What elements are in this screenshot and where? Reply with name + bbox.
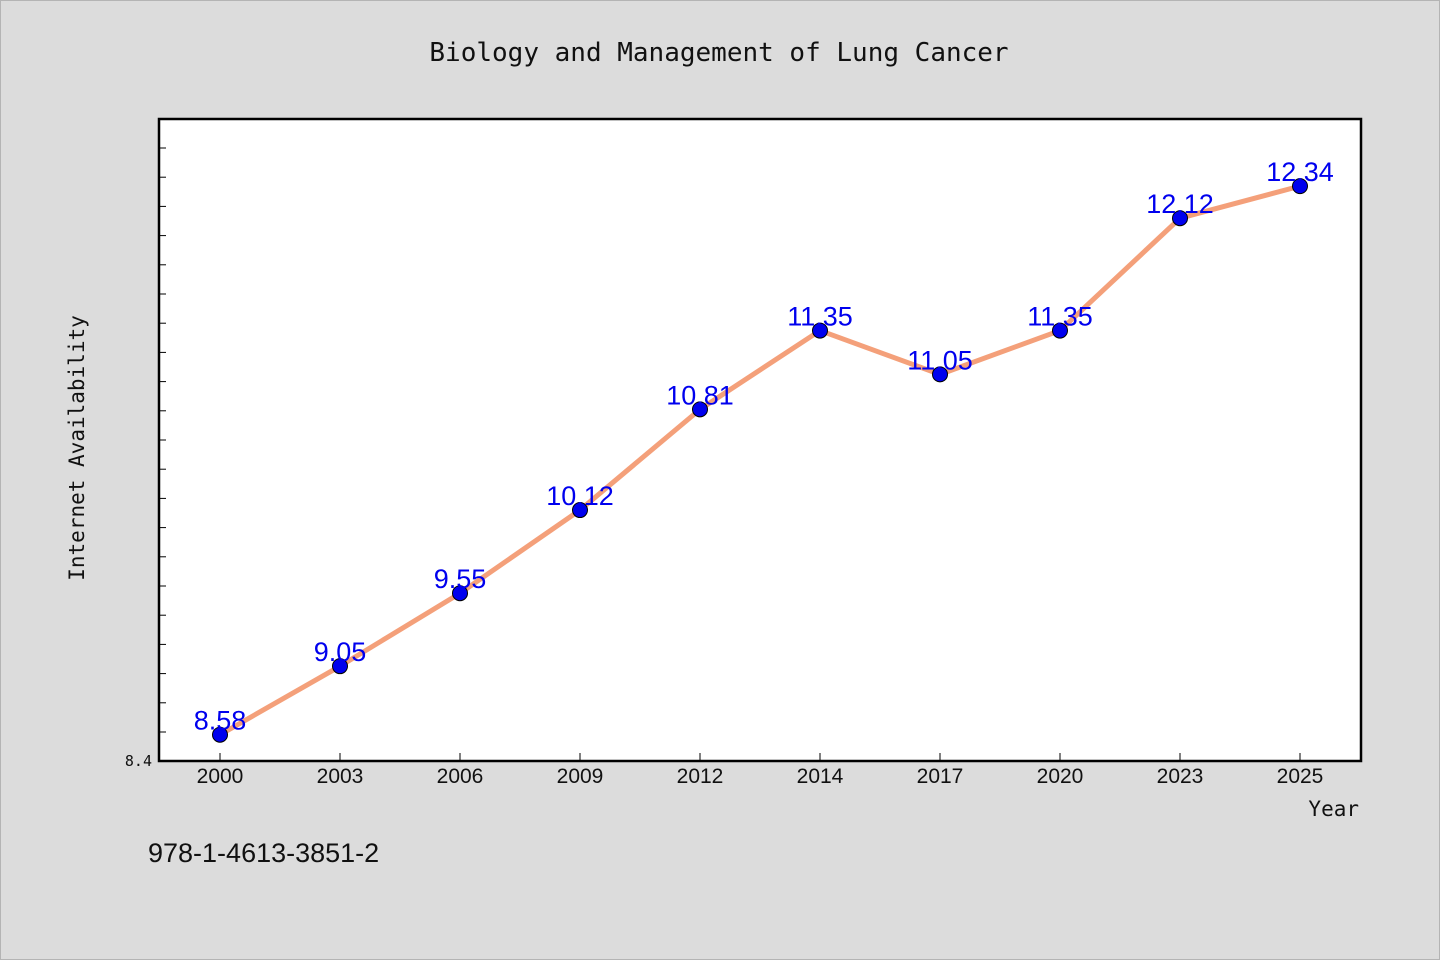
isbn-footer: 978-1-4613-3851-2 <box>148 838 379 868</box>
y-axis-label: Internet Availability <box>65 315 89 581</box>
x-tick-label-2006: 2006 <box>437 765 484 788</box>
data-point-2014[interactable] <box>812 322 828 339</box>
series-line <box>217 183 1303 738</box>
x-tick-label-2020: 2020 <box>1037 765 1084 788</box>
x-tick-label-2023: 2023 <box>1157 765 1204 788</box>
x-tick-label-2000: 2000 <box>197 765 244 788</box>
data-label-2025: 12.34 <box>1266 157 1334 187</box>
data-point-2012[interactable] <box>692 401 708 418</box>
series-group: 8.58 9.05 9.55 10.12 10.81 11.35 11.05 11.35 12.… <box>194 157 1334 743</box>
x-axis-label: Year <box>1308 797 1359 821</box>
x-tick-label-2017: 2017 <box>917 765 964 788</box>
y-tick-label: 8.4 <box>125 752 152 770</box>
data-label-2014: 11.35 <box>787 302 853 332</box>
data-point-2023[interactable] <box>1172 210 1188 227</box>
data-point-2000[interactable] <box>212 726 228 743</box>
data-label-2006: 9.55 <box>434 564 487 594</box>
data-label-2020: 11.35 <box>1027 302 1093 332</box>
data-label-2012: 10.81 <box>666 380 734 410</box>
data-point-2020[interactable] <box>1052 322 1068 339</box>
x-tick-label-2003: 2003 <box>317 765 364 788</box>
data-label-2017: 11.05 <box>907 345 973 375</box>
data-label-2023: 12.12 <box>1146 189 1214 219</box>
x-tick-label-2014: 2014 <box>797 765 844 788</box>
x-tick-label-2009: 2009 <box>557 765 604 788</box>
data-point-2017[interactable] <box>932 366 948 383</box>
data-point-2009[interactable] <box>572 502 588 519</box>
data-point-2025[interactable] <box>1292 178 1308 195</box>
data-point-2006[interactable] <box>452 585 468 602</box>
x-tick-label-2025: 2025 <box>1277 765 1324 788</box>
x-axis-ticks: 2000 2003 2006 2009 2012 2014 2017 2020 2023 2025 <box>197 753 1324 788</box>
x-tick-label-2012: 2012 <box>677 765 724 788</box>
chart-title: Biology and Management of Lung Cancer <box>429 38 1008 68</box>
data-label-2000: 8.58 <box>194 706 247 736</box>
data-label-2009: 10.12 <box>546 481 614 511</box>
data-label-2003: 9.05 <box>314 637 367 667</box>
data-point-2003[interactable] <box>332 658 348 675</box>
y-axis-ticks <box>159 147 166 733</box>
